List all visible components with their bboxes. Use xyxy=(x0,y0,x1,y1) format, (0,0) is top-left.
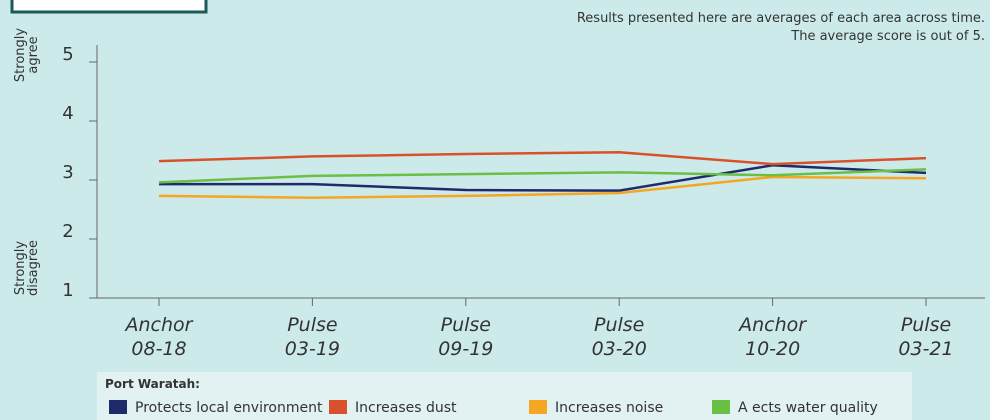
header-box xyxy=(10,0,208,14)
x-tick-label: Pulse 03-21 xyxy=(898,314,954,360)
legend-swatch xyxy=(109,400,127,414)
chart: Results presented here are averages of e… xyxy=(10,0,985,306)
legend-label: A ects water quality xyxy=(738,400,878,416)
y-tick-label: 3 xyxy=(62,162,73,183)
legend: Port Waratah: Protects local environment I… xyxy=(97,372,912,420)
line-series xyxy=(159,163,927,192)
y-tick-label: 5 xyxy=(62,44,73,65)
legend-label: Increases noise xyxy=(555,400,664,416)
y-end-label: Stronglyagree xyxy=(13,28,41,82)
legend-swatch xyxy=(529,400,547,414)
x-tick-label: Anchor 08-18 xyxy=(125,314,193,360)
y-end-label-line: disagree xyxy=(26,240,41,296)
note: Results presented here are averages of e… xyxy=(577,11,985,26)
line-series xyxy=(158,168,927,184)
note: The average score is out of 5. xyxy=(790,29,985,44)
y-end-label-text: Stronglyagree xyxy=(13,28,41,82)
x-tick-label: Pulse 03-20 xyxy=(591,314,647,360)
legend-item: Increases noise xyxy=(529,400,663,416)
legend-label: Protects local environment xyxy=(135,400,323,416)
legend-label: Increases dust xyxy=(355,400,457,416)
x-tick-label: Anchor 10-20 xyxy=(739,314,807,360)
y-end-label: Stronglydisagree xyxy=(13,240,41,296)
legend-swatch xyxy=(712,400,730,414)
legend-title: Port Waratah: xyxy=(105,377,200,391)
x-tick-label: Pulse 09-19 xyxy=(438,314,494,360)
y-tick-label: 2 xyxy=(62,221,73,242)
y-tick-label: 4 xyxy=(62,103,73,124)
y-end-label-line: Strongly xyxy=(13,241,28,295)
y-end-label-line: Strongly xyxy=(13,28,28,82)
line-series xyxy=(158,175,927,199)
legend-item: Protects local environment xyxy=(109,400,322,416)
legend-item: A ects water quality xyxy=(712,400,878,416)
legend-swatch xyxy=(329,400,347,414)
x-tick-label: Pulse 03-19 xyxy=(284,314,340,360)
line-series xyxy=(158,151,927,166)
y-end-label-line: agree xyxy=(26,36,41,73)
y-end-label-text: Stronglydisagree xyxy=(13,240,41,296)
y-tick-label: 1 xyxy=(62,280,73,301)
legend-item: Increases dust xyxy=(329,400,457,416)
